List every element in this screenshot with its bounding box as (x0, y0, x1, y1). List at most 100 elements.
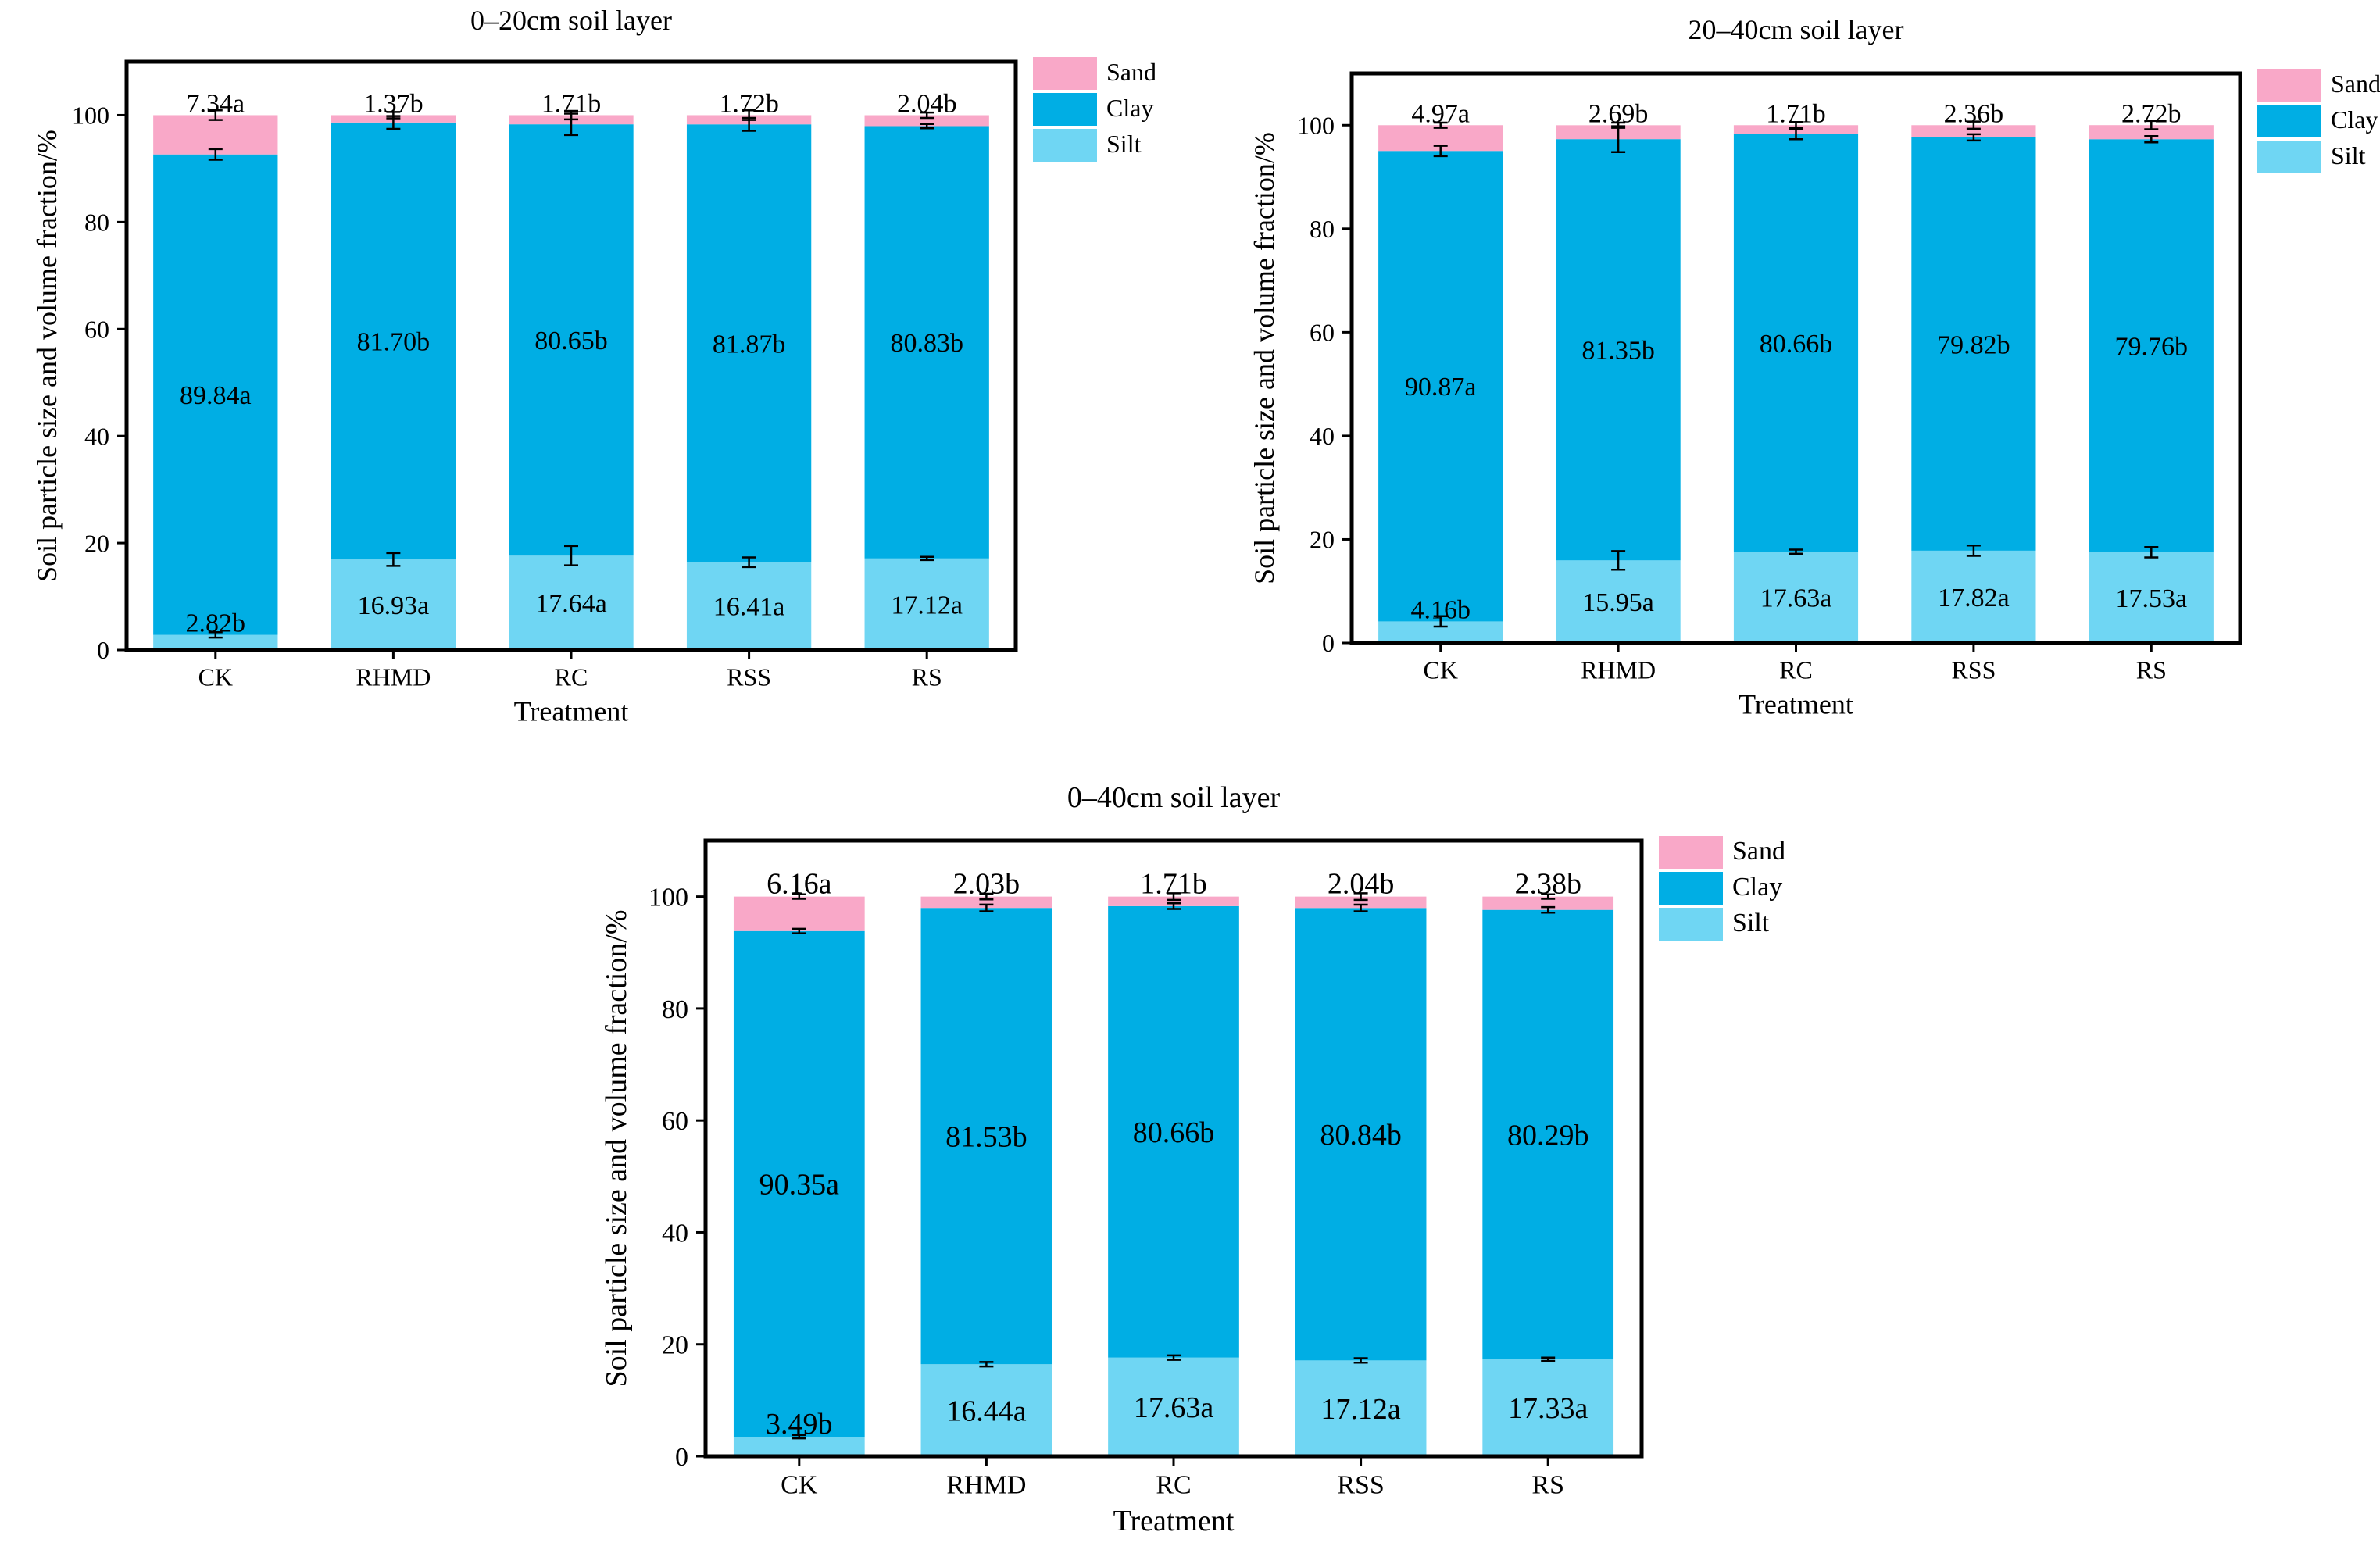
data-label-sand: 2.69b (1588, 99, 1649, 128)
bar-clay-rhmd (331, 122, 456, 560)
data-label-sand: 1.71b (1766, 99, 1826, 128)
chart-title: 0–20cm soil layer (470, 5, 672, 36)
legend-swatch-sand (1033, 57, 1097, 90)
bar-silt-rs (864, 558, 989, 650)
x-tick-label: RHMD (356, 663, 431, 691)
bar-clay-rss (1911, 137, 2036, 551)
bar-silt-rss (1911, 550, 2036, 643)
bar-clay-rss (686, 124, 812, 562)
x-tick-label: RHMD (946, 1471, 1026, 1500)
error-bar-sand-rc (564, 109, 578, 121)
data-label-silt: 17.64a (535, 590, 607, 619)
error-bar-silt-rs (1541, 1356, 1556, 1362)
data-label-sand: 2.36b (1944, 99, 2004, 128)
data-label-clay: 90.35a (759, 1169, 840, 1202)
data-label-sand: 4.97a (1411, 99, 1470, 128)
error-bar-clay-rss (1966, 133, 1981, 142)
x-tick-label: RSS (1951, 656, 1996, 684)
y-axis-label: Soil particle size and volume fraction/% (31, 130, 63, 582)
bar-clay-rs (864, 126, 989, 559)
bar-sand-ck (153, 115, 278, 155)
bar-clay-rc (1733, 134, 1859, 552)
data-label-sand: 2.72b (2121, 99, 2182, 128)
error-bar-silt-rss (1966, 545, 1981, 557)
data-label-clay: 80.84b (1320, 1119, 1402, 1152)
error-bar-silt-rs (920, 555, 934, 562)
bar-sand-rs (1482, 896, 1614, 910)
bar-clay-rc (509, 124, 634, 556)
error-bar-silt-rhmd (979, 1361, 994, 1368)
x-tick-label: RHMD (1581, 656, 1656, 684)
error-bar-silt-rss (742, 556, 756, 569)
bar-sand-rs (864, 115, 989, 127)
data-label-sand: 2.03b (953, 868, 1020, 901)
error-bar-sand-rhmd (386, 111, 401, 120)
data-label-silt: 17.12a (1320, 1393, 1401, 1426)
bar-silt-rc (509, 555, 634, 650)
bar-clay-rhmd (920, 908, 1052, 1365)
x-tick-label: CK (781, 1471, 818, 1500)
legend-label-sand: Sand (2331, 70, 2380, 98)
bar-clay-ck (733, 930, 865, 1437)
bar-silt-ck (733, 1436, 865, 1456)
y-axis-label: Soil particle size and volume fraction/% (1249, 132, 1280, 584)
error-bar-silt-rss (1353, 1357, 1368, 1364)
chart-title: 0–40cm soil layer (1067, 781, 1281, 814)
data-label-silt: 17.53a (2116, 584, 2188, 613)
data-label-sand: 2.04b (1328, 868, 1395, 901)
y-tick-label: 20 (84, 529, 109, 557)
error-bar-sand-rs (1541, 893, 1556, 900)
bar-sand-rc (1108, 896, 1239, 906)
error-bar-clay-rhmd (979, 903, 994, 912)
bar-clay-rs (1482, 909, 1614, 1359)
bar-sand-rs (2089, 125, 2214, 140)
data-label-clay: 80.29b (1507, 1120, 1589, 1152)
x-tick-label: RSS (1337, 1471, 1385, 1500)
data-label-silt: 15.95a (1582, 588, 1654, 617)
bar-silt-rss (686, 562, 812, 650)
data-label-clay: 79.82b (1937, 330, 2010, 359)
data-label-clay: 80.65b (534, 327, 608, 355)
chart-panel-3: 0–40cm soil layer 3.49b 90.35a 6.16a 16.44a 8… (600, 781, 1785, 1537)
x-tick-label: RS (912, 663, 942, 691)
data-label-clay: 81.87b (713, 330, 786, 359)
error-bar-sand-rs (2144, 120, 2159, 130)
error-bar-sand-rhmd (1611, 121, 1626, 129)
data-label-silt: 17.82a (1938, 584, 2010, 612)
data-label-sand: 1.71b (541, 89, 602, 118)
data-label-clay: 89.84a (180, 381, 252, 410)
x-tick-label: RC (555, 663, 588, 691)
legend-label-clay: Clay (1106, 94, 1153, 122)
error-bar-sand-rhmd (979, 892, 994, 901)
y-tick-label: 0 (1322, 629, 1335, 657)
data-label-clay: 80.66b (1760, 330, 1833, 359)
legend-label-sand: Sand (1732, 837, 1785, 866)
y-tick-label: 80 (84, 209, 109, 237)
y-tick-label: 40 (662, 1219, 688, 1248)
y-tick-label: 80 (662, 995, 688, 1024)
bar-clay-ck (153, 154, 278, 635)
error-bar-clay-rs (2144, 135, 2159, 144)
legend-swatch-silt (1659, 908, 1723, 941)
data-label-sand: 2.38b (1514, 868, 1581, 901)
bar-silt-rs (1482, 1359, 1614, 1456)
bar-silt-rss (1295, 1360, 1427, 1456)
bar-silt-rhmd (920, 1364, 1052, 1456)
error-bar-sand-ck (1433, 121, 1448, 129)
legend-label-silt: Silt (2331, 141, 2366, 170)
data-label-clay: 80.66b (1133, 1116, 1215, 1149)
bar-sand-ck (733, 896, 865, 931)
bar-clay-ck (1378, 151, 1503, 622)
error-bar-silt-rc (564, 545, 578, 566)
data-label-sand: 1.71b (1140, 868, 1207, 901)
bar-silt-ck (153, 634, 278, 650)
legend-label-silt: Silt (1106, 130, 1142, 158)
error-bar-sand-ck (208, 109, 223, 121)
y-tick-label: 40 (1310, 422, 1335, 450)
error-bar-clay-rs (1541, 905, 1556, 914)
x-tick-label: RS (2136, 656, 2167, 684)
data-label-silt: 17.63a (1134, 1391, 1214, 1424)
error-bar-sand-rc (1167, 892, 1181, 902)
data-label-sand: 6.16a (767, 868, 832, 901)
